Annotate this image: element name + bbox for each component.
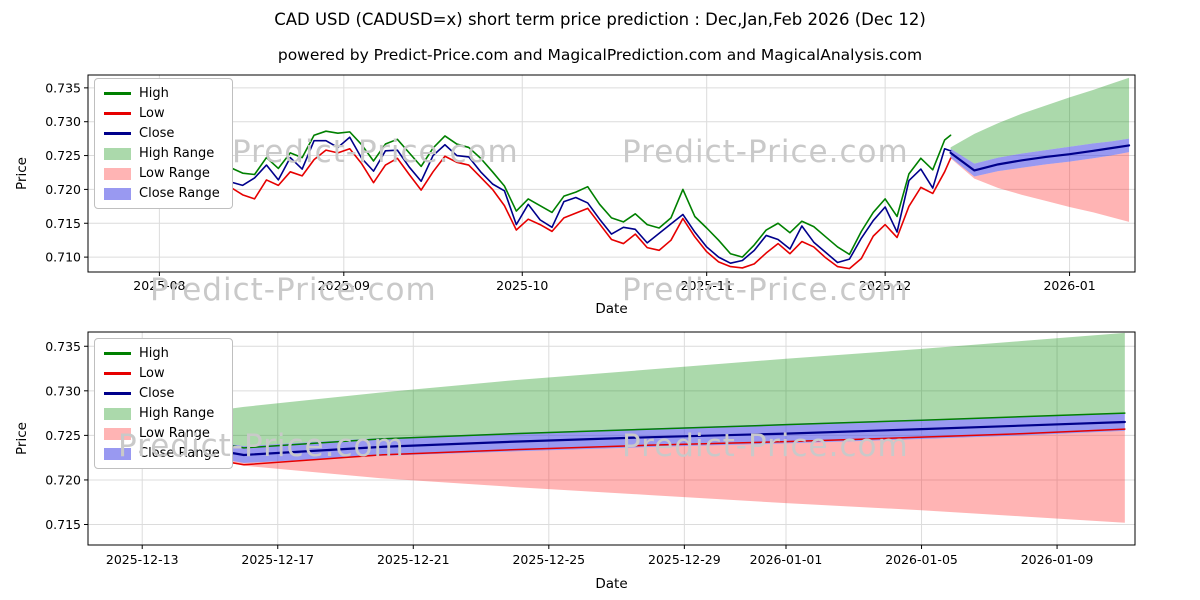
close-range-swatch (104, 447, 131, 460)
y-tick-label: 0.735 (45, 339, 81, 354)
legend-item-low: Low (104, 106, 220, 121)
low-range-swatch (104, 427, 131, 440)
y-axis-label: Price (14, 157, 30, 190)
legend-item-high: High (104, 346, 220, 361)
legend-item-low: Low (104, 366, 220, 381)
legend-label: Low Range (139, 426, 210, 441)
high-range-swatch (104, 407, 131, 420)
low-range-swatch (104, 167, 131, 180)
x-tick-label: 2026-01-05 (885, 552, 958, 567)
legend-item-high: High (104, 86, 220, 101)
y-tick-label: 0.730 (45, 383, 81, 398)
x-tick-label: 2026-01-09 (1021, 552, 1094, 567)
bottom-forecast-chart: 2025-12-13 2025-12-17 2025-12-21 2025-12-25… (14, 331, 1136, 592)
top-chart-legend: High Low Close High Range Low Range Close Ran… (94, 78, 233, 209)
plot-border (87, 331, 1136, 546)
high-swatch (104, 92, 131, 95)
y-tick-label: 0.715 (45, 517, 81, 532)
legend-label: Close Range (139, 186, 220, 201)
low-swatch (104, 112, 131, 115)
legend-label: High Range (139, 406, 215, 421)
x-tick-label: 2025-12-13 (106, 552, 179, 567)
legend-item-low-range: Low Range (104, 426, 220, 441)
legend-item-close-range: Close Range (104, 186, 220, 201)
x-tick-label: 2025-11 (681, 278, 733, 293)
legend-label: Low (139, 366, 165, 381)
legend-item-close-range: Close Range (104, 446, 220, 461)
y-tick-label: 0.720 (45, 472, 81, 487)
y-tick-label: 0.735 (45, 80, 81, 95)
x-tick-label: 2025-10 (496, 278, 548, 293)
y-axis-label: Price (14, 422, 30, 455)
legend-item-high-range: High Range (104, 406, 220, 421)
forecast-low-line (107, 428, 1126, 466)
y-tick-label: 0.730 (45, 114, 81, 129)
x-tick-label: 2026-01 (1043, 278, 1095, 293)
legend-label: High (139, 86, 169, 101)
high-range-swatch (104, 147, 131, 160)
high-range-band (108, 332, 1125, 447)
history-close-line (105, 124, 952, 264)
y-tick-label: 0.715 (45, 216, 81, 231)
legend-label: Close (139, 126, 175, 141)
legend-label: High Range (139, 146, 215, 161)
y-tick-label: 0.725 (45, 428, 81, 443)
x-tick-label: 2025-09 (318, 278, 370, 293)
x-axis-label: Date (595, 301, 627, 317)
legend-label: Close (139, 386, 175, 401)
legend-label: Low Range (139, 166, 210, 181)
legend-label: Low (139, 106, 165, 121)
x-tick-label: 2025-08 (133, 278, 185, 293)
x-tick-label: 2025-12-17 (241, 552, 314, 567)
low-range-band (108, 430, 1125, 523)
figure-title: CAD USD (CADUSD=x) short term price pred… (274, 10, 926, 29)
forecast-close-line (107, 420, 1126, 457)
close-swatch (104, 392, 131, 395)
history-high-line (105, 114, 952, 258)
low-range-band (950, 152, 1130, 222)
top-price-chart: 2025-08 2025-09 2025-10 2025-11 2025-12 2026-… (14, 74, 1136, 317)
bottom-chart-legend: High Low Close High Range Low Range Close Ran… (94, 338, 233, 469)
legend-item-close: Close (104, 126, 220, 141)
legend-item-low-range: Low Range (104, 166, 220, 181)
y-tick-label: 0.720 (45, 182, 81, 197)
legend-item-high-range: High Range (104, 146, 220, 161)
high-swatch (104, 352, 131, 355)
x-axis-label: Date (595, 576, 627, 592)
plot-border (87, 74, 1136, 273)
axes: 2025-12-13 2025-12-17 2025-12-21 2025-12-25… (45, 339, 1093, 567)
x-tick-label: 2025-12-25 (512, 552, 585, 567)
x-tick-label: 2026-01-01 (750, 552, 823, 567)
y-tick-label: 0.725 (45, 148, 81, 163)
x-tick-label: 2025-12 (859, 278, 911, 293)
forecast-high-line (107, 412, 1126, 449)
history-low-line (105, 134, 952, 270)
low-swatch (104, 372, 131, 375)
y-tick-label: 0.710 (45, 250, 81, 265)
legend-label: Close Range (139, 446, 220, 461)
x-tick-label: 2025-12-29 (648, 552, 721, 567)
legend-label: High (139, 346, 169, 361)
close-range-swatch (104, 187, 131, 200)
legend-item-close: Close (104, 386, 220, 401)
axes: 2025-08 2025-09 2025-10 2025-11 2025-12 2026-… (45, 80, 1095, 293)
figure-subtitle: powered by Predict-Price.com and Magical… (277, 46, 923, 64)
forecast-close-line (949, 144, 1131, 172)
x-tick-label: 2025-12-21 (377, 552, 450, 567)
close-swatch (104, 132, 131, 135)
high-range-band (950, 77, 1130, 164)
